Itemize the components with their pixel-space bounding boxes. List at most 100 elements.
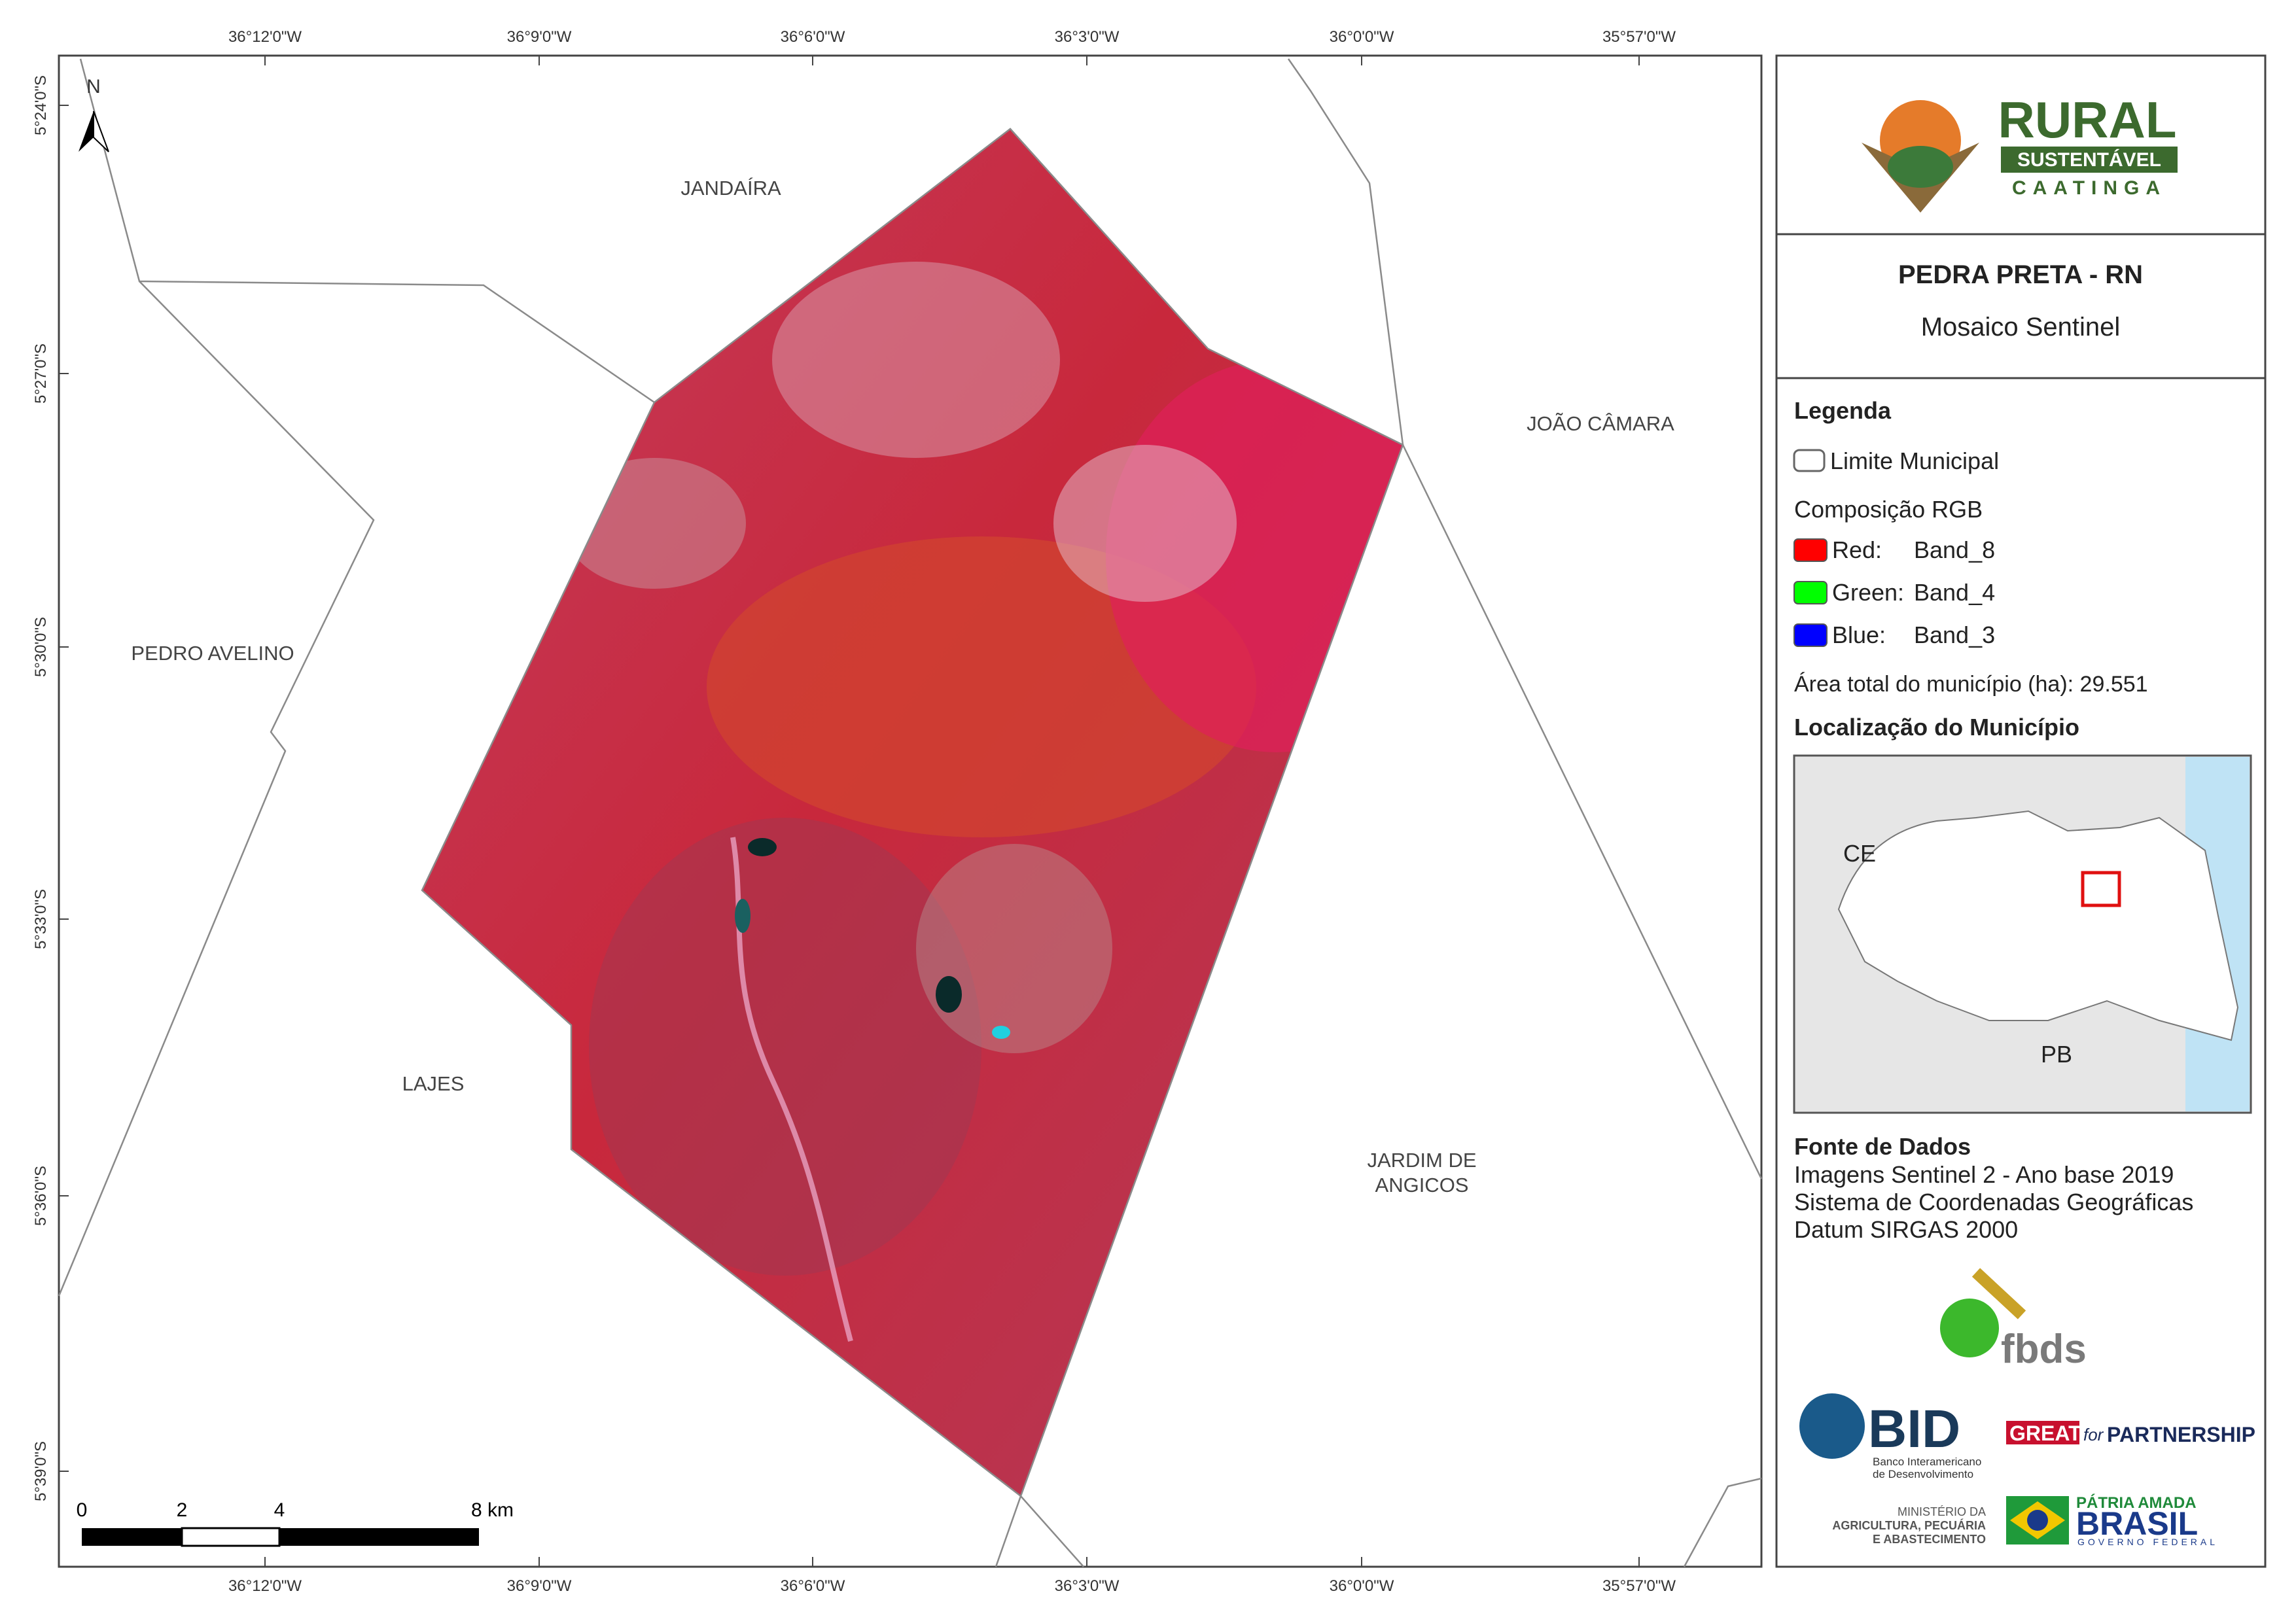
- ministry-text: E ABASTECIMENTO: [1873, 1533, 1986, 1546]
- lon-label: 36°6'0"W: [781, 1577, 845, 1595]
- scale-label: 0: [77, 1499, 88, 1521]
- legend-label: Composição RGB: [1794, 496, 1983, 523]
- sources-heading: Fonte de Dados: [1794, 1133, 1971, 1160]
- band-swatch: [1793, 581, 1828, 604]
- scale-label: 2: [177, 1499, 188, 1521]
- logo-sub: CAATINGA: [2012, 177, 2166, 199]
- arrow-right: [93, 111, 109, 152]
- place-label: JARDIM DE: [1367, 1149, 1476, 1172]
- lon-label: 36°12'0"W: [228, 1577, 302, 1595]
- map-subtitle: Mosaico Sentinel: [1921, 313, 2121, 341]
- place-label: LAJES: [402, 1072, 465, 1095]
- boundary: [58, 281, 375, 1297]
- logo-sub: SUSTENTÁVEL: [2017, 148, 2161, 171]
- source-line: Sistema de Coordenadas Geográficas: [1794, 1189, 2193, 1215]
- raster-patch: [1053, 445, 1237, 602]
- reservoir: [735, 899, 751, 933]
- fbds-mark: [1971, 1268, 2026, 1319]
- place-label: PEDRO AVELINO: [131, 642, 294, 665]
- lon-label: 36°6'0"W: [781, 28, 845, 46]
- lon-label: 35°57'0"W: [1602, 1577, 1676, 1595]
- band-swatch: [1793, 623, 1828, 647]
- inset-label: PB: [2041, 1041, 2072, 1068]
- patria-text: PÁTRIA AMADA: [2076, 1493, 2197, 1512]
- rural-logo: RURAL SUSTENTÁVEL CAATINGA: [1862, 91, 2178, 213]
- area-text: Área total do município (ha): 29.551: [1794, 672, 2148, 697]
- lon-label: 36°3'0"W: [1055, 1577, 1120, 1595]
- lon-label: 36°0'0"W: [1330, 1577, 1394, 1595]
- boundary-swatch: [1793, 449, 1826, 472]
- lat-label: 5°24'0"S: [32, 75, 50, 135]
- logo-title: RURAL: [1998, 91, 2177, 148]
- band-channel: Red:: [1832, 536, 1882, 563]
- inset-label: CE: [1843, 840, 1876, 867]
- raster-patch: [589, 818, 981, 1276]
- lon-label: 36°9'0"W: [507, 1577, 572, 1595]
- inset-map: CE PB: [1793, 754, 2252, 1114]
- location-box: [2081, 871, 2121, 907]
- boundary: [1402, 444, 1763, 1179]
- boundary: [79, 58, 655, 404]
- reservoir: [748, 838, 777, 856]
- band-name: Band_4: [1914, 579, 1995, 606]
- lon-label: 35°57'0"W: [1602, 28, 1676, 46]
- municipal-boundaries: [58, 58, 1763, 1567]
- flag-circle: [2027, 1510, 2048, 1531]
- boundary: [1683, 1477, 1762, 1567]
- lat-label: 5°36'0"S: [32, 1166, 50, 1226]
- band-channel: Green:: [1832, 579, 1904, 606]
- municipality-boundary: [421, 128, 1404, 1498]
- graticule: [59, 56, 1640, 1567]
- great-for: for: [2083, 1425, 2104, 1444]
- boundary: [1287, 58, 1404, 445]
- great-text: GREAT: [2009, 1422, 2081, 1445]
- band-swatch: [1793, 538, 1828, 562]
- lat-label: 5°30'0"S: [32, 617, 50, 677]
- place-label: JOÃO CÂMARA: [1527, 412, 1674, 435]
- reservoir: [936, 976, 962, 1013]
- legend-label: Limite Municipal: [1830, 447, 1999, 474]
- scale-segment: [181, 1527, 281, 1547]
- partner-logos: fbds BID Banco Interamericano de Desenvo…: [1799, 1268, 2255, 1547]
- band-name: Band_8: [1914, 536, 1995, 563]
- lon-label: 36°9'0"W: [507, 28, 572, 46]
- lon-label: 36°3'0"W: [1055, 28, 1120, 46]
- lon-label: 36°12'0"W: [228, 28, 302, 46]
- lat-label: 5°33'0"S: [32, 889, 50, 949]
- raster-patch: [772, 262, 1060, 458]
- raster-patch: [916, 844, 1112, 1053]
- brasil-text: BRASIL: [2076, 1505, 2198, 1542]
- scale-label: 4: [274, 1499, 285, 1521]
- reservoir: [992, 1026, 1010, 1039]
- bid-sub: Banco Interamericano: [1873, 1456, 1981, 1468]
- map-title: PEDRA PRETA - RN: [1898, 260, 2143, 289]
- great-box: [2006, 1421, 2079, 1444]
- place-label: JANDAÍRA: [680, 177, 781, 200]
- logo-tree: [1888, 146, 1953, 188]
- north-arrow: N: [79, 76, 109, 152]
- bid-circle: [1799, 1393, 1865, 1459]
- great-partnership: PARTNERSHIP: [2107, 1423, 2255, 1446]
- location-heading: Localização do Município: [1794, 714, 2079, 741]
- fbds-text: fbds: [2001, 1327, 2087, 1372]
- state-outline: [1837, 810, 2239, 1041]
- scale-bar: 0 2 4 8 km: [77, 1499, 514, 1547]
- scale-segment: [279, 1528, 479, 1546]
- lat-label: 5°27'0"S: [32, 343, 50, 404]
- scale-segment: [82, 1528, 182, 1546]
- arrow-left: [79, 111, 94, 152]
- band-name: Band_3: [1914, 621, 1995, 648]
- north-label: N: [86, 76, 101, 97]
- lat-label: 5°39'0"S: [32, 1441, 50, 1501]
- ministry-text: MINISTÉRIO DA: [1898, 1505, 1986, 1518]
- fbds-circle: [1940, 1299, 1999, 1357]
- source-line: Imagens Sentinel 2 - Ano base 2019: [1794, 1161, 2174, 1188]
- source-line: Datum SIRGAS 2000: [1794, 1216, 2018, 1243]
- scale-label: 8 km: [471, 1499, 514, 1521]
- band-legend: Red: Band_8 Green: Band_4 Blue: Band_3: [1793, 536, 1995, 648]
- lon-label: 36°0'0"W: [1330, 28, 1394, 46]
- band-channel: Blue:: [1832, 621, 1886, 648]
- ministry-text: AGRICULTURA, PECUÁRIA: [1832, 1518, 1986, 1532]
- bid-sub: de Desenvolvimento: [1873, 1468, 1973, 1480]
